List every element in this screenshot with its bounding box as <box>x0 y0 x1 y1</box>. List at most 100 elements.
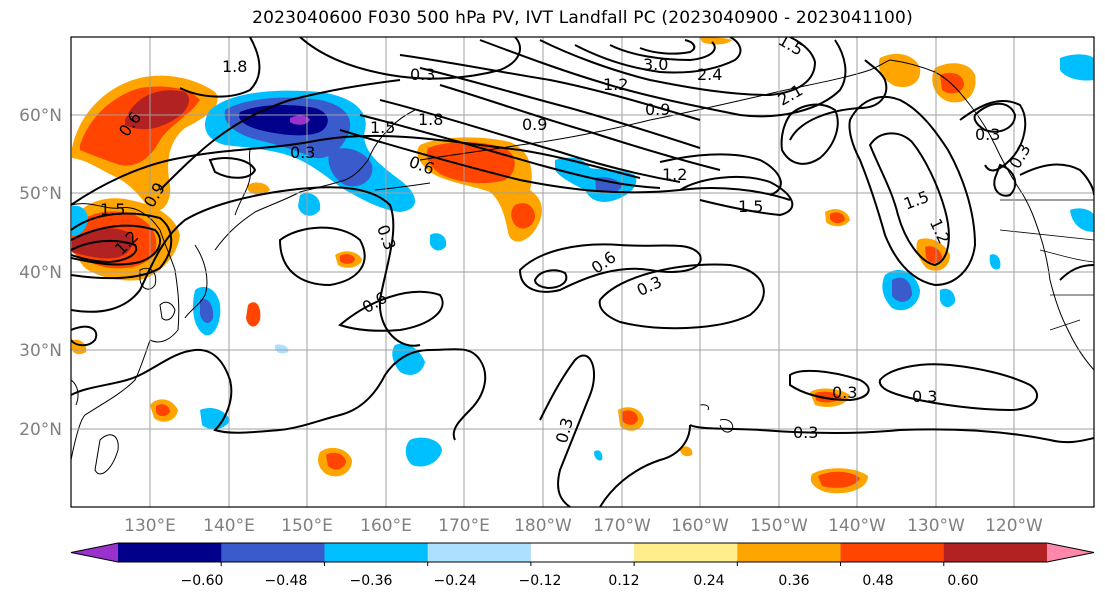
shading-negative-region <box>940 288 956 308</box>
contour-line <box>179 37 261 98</box>
shading-positive-region <box>248 182 270 195</box>
shading-positive-region <box>830 212 845 224</box>
colorbar-tick-label: −0.12 <box>519 573 562 589</box>
latitude-labels: 60°N 50°N 40°N 30°N 20°N <box>19 106 62 440</box>
colorbar-tick-label: −0.60 <box>181 573 224 589</box>
contour-label: 1.2 <box>662 165 687 184</box>
contour-label: 1.5 <box>370 118 395 137</box>
shading-negative-region <box>200 299 214 323</box>
coastline <box>214 109 416 251</box>
colorbar-ticks <box>220 562 945 566</box>
contour-line <box>439 84 721 171</box>
colorbar-segment <box>427 543 532 562</box>
shading-negative-region <box>405 437 442 467</box>
contour-line <box>959 100 1027 172</box>
coastline <box>94 434 119 475</box>
lat-label: 60°N <box>19 106 62 126</box>
contour-line <box>789 369 870 402</box>
shading-positive-region <box>818 471 860 488</box>
contour-line <box>689 424 1094 444</box>
contour-line <box>518 243 702 293</box>
contour-label: 0.9 <box>522 115 547 134</box>
contour-line <box>659 153 782 196</box>
longitude-labels: 130°E 140°E 150°E 160°E 170°E 180°W 170°… <box>124 516 1043 536</box>
shading-negative-region <box>328 148 373 187</box>
contour-label: 0.3 <box>410 65 435 84</box>
coastline <box>159 301 176 321</box>
shading-positive-region <box>246 302 261 327</box>
contour-line <box>278 226 366 287</box>
shading-negative-region <box>1070 208 1094 232</box>
shading-positive-region <box>511 203 535 229</box>
colorbar-tick-label: 0.48 <box>862 573 893 589</box>
shading-negative-region <box>989 254 1001 270</box>
colorbar-extend-max <box>1047 543 1094 562</box>
contour-line <box>1019 163 1094 196</box>
colorbar-segment <box>943 543 1048 562</box>
lon-label: 160°W <box>671 516 729 536</box>
lon-label: 130°W <box>907 516 965 536</box>
contour-line <box>780 103 839 165</box>
colorbar-segment <box>221 543 325 562</box>
shading-negative-region <box>239 104 328 136</box>
contour-label: 1.5 <box>100 200 125 219</box>
shading-negative-region <box>290 115 310 125</box>
shading-positive-region <box>125 90 190 130</box>
contour-line <box>598 263 765 330</box>
colorbar-segment <box>324 543 429 562</box>
lon-label: 160°E <box>360 516 412 536</box>
shading-positive-region <box>156 404 170 417</box>
contour-line <box>679 176 794 217</box>
contour-line <box>71 212 173 280</box>
colorbar-tick-label: 0.12 <box>608 573 639 589</box>
colorbar-segment <box>530 543 635 562</box>
contour-line <box>71 134 641 206</box>
coastline-layer <box>71 59 1094 475</box>
border-line <box>999 199 1094 331</box>
lon-label: 140°E <box>203 516 255 536</box>
contour-label: 0.9 <box>645 100 670 119</box>
colorbar-extend-min <box>71 543 118 562</box>
colorbar-segment <box>737 543 842 562</box>
contour-line <box>878 363 1038 412</box>
shading-positive-region <box>878 53 921 88</box>
contour-line <box>574 37 742 74</box>
contour-line <box>71 325 98 347</box>
coastline <box>419 59 891 161</box>
contour-line <box>339 129 791 201</box>
colorbar-tick-labels: −0.60 −0.48 −0.36 −0.24 −0.12 0.12 0.24 … <box>181 573 979 589</box>
shading-positive-region <box>326 452 346 470</box>
colorbar-tick-label: −0.48 <box>265 573 308 589</box>
lon-label: 180°W <box>514 516 572 536</box>
map-frame <box>70 36 1095 508</box>
shading-negative-region <box>430 233 447 251</box>
shading-positive-region <box>940 72 964 94</box>
shading-positive-region <box>340 254 355 264</box>
shading-negative-region <box>298 193 321 216</box>
shading-negative-region <box>200 408 230 430</box>
contour-line <box>71 224 161 266</box>
contour-line <box>479 39 847 118</box>
contour-line <box>973 102 1017 133</box>
contour-line <box>71 239 138 264</box>
coastline <box>699 404 709 411</box>
shading-positive-region <box>925 246 942 263</box>
contour-label: 0.3 <box>975 125 1000 144</box>
shading-positive-region <box>700 37 732 45</box>
contour-label: 0.3 <box>793 423 818 442</box>
contour-line <box>452 359 487 441</box>
contour-line <box>419 67 701 149</box>
colorbar-tick-label: −0.36 <box>350 573 393 589</box>
contour-line <box>539 354 595 507</box>
contour-line <box>993 163 1017 197</box>
contour-line <box>299 37 521 80</box>
colorbar-tick-label: −0.24 <box>434 573 477 589</box>
lon-label: 170°E <box>438 516 490 536</box>
lat-label: 30°N <box>19 341 62 361</box>
shading-negative-region <box>275 344 289 354</box>
contour-line <box>159 79 401 191</box>
contour-line <box>599 424 691 507</box>
contour-line <box>337 290 444 332</box>
shading-negative-region <box>72 205 88 236</box>
contour-line <box>379 99 681 183</box>
